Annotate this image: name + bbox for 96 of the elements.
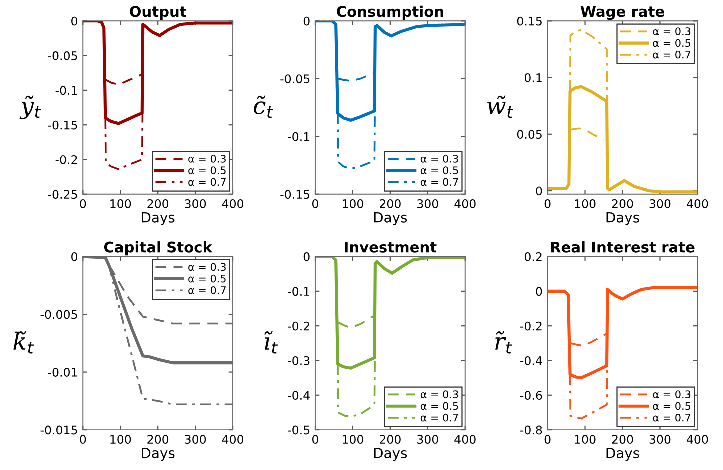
chart-title: Wage rate	[580, 6, 664, 20]
x-tick-label: 0	[544, 435, 551, 444]
legend-label: α = 0.7	[420, 414, 458, 422]
x-tick-label: 0	[544, 199, 551, 208]
y-tick-label: -0.01	[48, 368, 78, 377]
y-tick-label: -0.05	[280, 74, 310, 84]
chart-title: Capital Stock	[104, 242, 213, 256]
y-tick-label: -0.3	[288, 356, 310, 366]
y-tick-label: -0.1	[288, 132, 310, 142]
y-tick-label: 0.2	[524, 252, 542, 262]
y-tick-label: -0.25	[48, 190, 78, 200]
x-tick-label: 300	[418, 435, 438, 444]
y-tick-label: -0.2	[520, 322, 542, 331]
x-tick-label: 400	[687, 435, 708, 444]
y-tick-label: -0.05	[48, 52, 78, 60]
x-tick-label: 300	[650, 199, 671, 208]
y-tick-label: -0.1	[56, 86, 78, 96]
y-tick-label: -0.2	[56, 155, 78, 164]
chart-title: Real Interest rate	[551, 242, 695, 253]
y-tick-label: 0	[536, 287, 542, 296]
legend-label: α = 0.7	[188, 286, 226, 294]
legend-label: α = 0.3	[188, 263, 226, 272]
legend-label: α = 0.5	[420, 166, 458, 174]
y-tick-label: -0.1	[288, 287, 310, 296]
y-tick-label: 0	[72, 252, 78, 262]
chart-title: Output	[130, 6, 187, 20]
x-axis-title: Days	[606, 212, 640, 226]
y-tick-label: -0.4	[520, 356, 542, 366]
legend-label: α = 0.5	[653, 39, 691, 48]
legend-label: α = 0.3	[420, 154, 458, 163]
y-axis-title: r̃$_{t}$	[496, 332, 512, 354]
y-axis-title: c̃$_{t}$	[254, 96, 274, 118]
x-tick-label: 100	[342, 199, 364, 208]
legend-label: α = 0.7	[188, 178, 226, 186]
x-tick-label: 400	[687, 199, 708, 208]
legend-label: α = 0.3	[188, 154, 226, 163]
x-tick-label: 400	[222, 199, 244, 208]
x-tick-label: 0	[312, 435, 318, 444]
x-tick-label: 400	[222, 435, 244, 444]
x-tick-label: 300	[185, 199, 206, 208]
x-tick-label: 400	[454, 435, 476, 444]
y-axis-title: ĩ$_{t}$	[264, 332, 278, 354]
legend-label: α = 0.3	[653, 390, 691, 398]
legend-label: α = 0.7	[653, 414, 691, 422]
x-tick-label: 200	[612, 199, 634, 208]
x-tick-label: 400	[454, 199, 476, 208]
chart-title: Investment	[345, 242, 437, 253]
x-tick-label: 0	[312, 199, 318, 208]
x-tick-label: 300	[650, 435, 671, 444]
x-tick-label: 200	[380, 435, 401, 444]
y-tick-label: 0	[304, 252, 310, 262]
y-tick-label: 0.05	[517, 130, 542, 140]
y-tick-label: -0.15	[48, 120, 78, 130]
x-tick-label: 100	[110, 199, 132, 208]
x-axis-title: Days	[142, 212, 175, 226]
y-tick-label: 0	[304, 16, 310, 26]
y-tick-label: 0.15	[517, 16, 542, 26]
y-tick-label: -0.005	[40, 310, 78, 320]
y-tick-label: -0.6	[520, 391, 542, 400]
y-tick-label: -0.15	[280, 190, 310, 200]
legend-label: α = 0.7	[420, 178, 458, 186]
x-tick-label: 300	[185, 435, 206, 444]
y-tick-label: -0.8	[520, 426, 542, 435]
x-tick-label: 200	[380, 199, 401, 208]
x-axis-title: Days	[142, 448, 175, 462]
chart-title: Consumption	[337, 6, 444, 20]
y-tick-label: -0.2	[288, 322, 310, 331]
legend-label: α = 0.3	[420, 390, 458, 398]
x-axis-title: Days	[374, 212, 408, 226]
y-tick-label: -0.5	[288, 426, 310, 435]
y-tick-label: -0.4	[288, 391, 310, 400]
x-tick-label: 100	[342, 435, 364, 444]
x-tick-label: 200	[148, 199, 169, 208]
x-axis-title: Days	[374, 448, 408, 462]
y-tick-label: -0.015	[40, 426, 78, 435]
legend-label: α = 0.3	[653, 28, 691, 36]
y-axis-title: w̃$_{t}$	[488, 96, 514, 118]
y-axis-title: ỹ$_{t}$	[20, 96, 42, 120]
x-tick-label: 300	[418, 199, 438, 208]
legend-label: α = 0.5	[188, 166, 226, 174]
x-tick-label: 100	[575, 199, 596, 208]
x-axis-title: Days	[606, 448, 640, 462]
x-tick-label: 100	[575, 435, 596, 444]
x-tick-label: 200	[612, 435, 634, 444]
legend-label: α = 0.5	[653, 402, 691, 410]
y-axis-title: k̃$_{t}$	[14, 332, 34, 354]
x-tick-label: 200	[148, 435, 169, 444]
x-tick-label: 100	[110, 435, 132, 444]
y-tick-label: 0.1	[524, 73, 542, 82]
legend-label: α = 0.7	[653, 50, 691, 59]
legend-label: α = 0.5	[420, 402, 458, 410]
x-tick-label: 0	[80, 199, 86, 208]
y-tick-label: 0	[72, 16, 78, 26]
x-tick-label: 0	[80, 435, 86, 444]
y-tick-label: 0	[536, 186, 542, 196]
legend-label: α = 0.5	[188, 274, 226, 283]
